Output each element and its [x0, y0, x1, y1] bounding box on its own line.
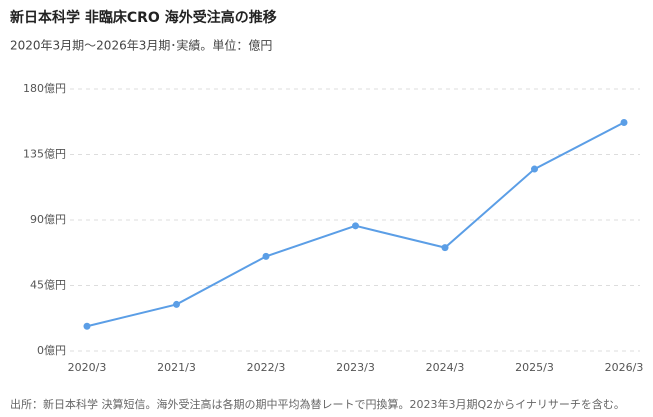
y-tick-label: 90億円	[30, 213, 66, 226]
x-tick-label: 2025/3	[515, 361, 554, 374]
x-tick-label: 2022/3	[247, 361, 286, 374]
chart-subtitle: 2020年3月期〜2026年3月期･実績。単位：億円	[10, 38, 272, 53]
point	[83, 322, 91, 330]
point	[173, 300, 180, 308]
x-tick-label: 2021/3	[157, 361, 196, 374]
y-tick-label: 0億円	[37, 344, 66, 357]
point	[262, 252, 270, 260]
x-tick-label: 2026/3	[605, 361, 644, 374]
point	[441, 244, 449, 252]
chart-title: 新日本科学 非臨床CRO 海外受注高の推移	[10, 9, 277, 26]
y-tick-label: 135億円	[23, 148, 66, 161]
point	[352, 222, 359, 230]
y-tick-label: 180億円	[23, 82, 66, 95]
source-note: 出所：新日本科学 決算短信。海外受注高は各期の期中平均為替レートで円換算。202…	[10, 397, 625, 411]
point	[620, 118, 628, 126]
x-tick-label: 2024/3	[426, 361, 465, 374]
x-tick-label: 2023/3	[336, 361, 375, 374]
y-tick-label: 45億円	[30, 279, 66, 292]
x-tick-label: 2020/3	[68, 361, 107, 374]
point	[531, 165, 538, 173]
